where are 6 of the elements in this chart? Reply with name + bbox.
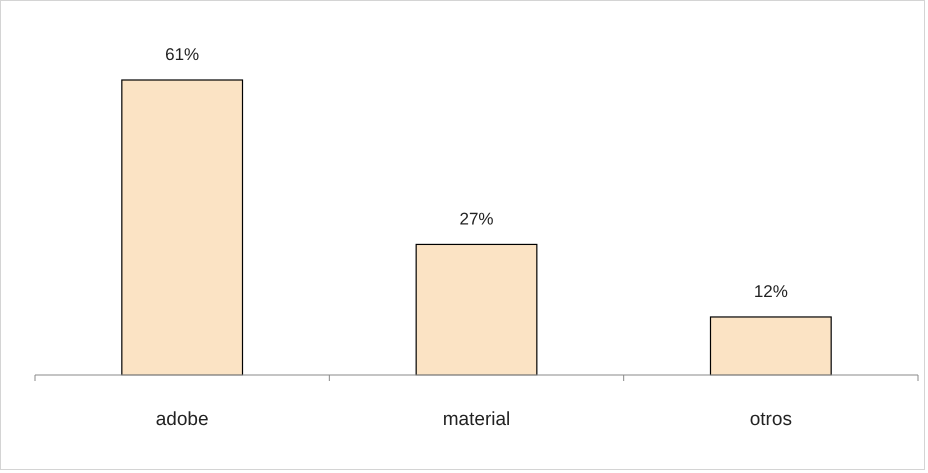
data-label: 27% — [459, 209, 494, 228]
x-tick-label: otros — [750, 409, 792, 430]
x-tick-label: material — [442, 409, 510, 430]
data-label: 12% — [754, 282, 788, 301]
data-label: 61% — [165, 45, 200, 64]
x-tick-label: adobe — [156, 409, 209, 430]
